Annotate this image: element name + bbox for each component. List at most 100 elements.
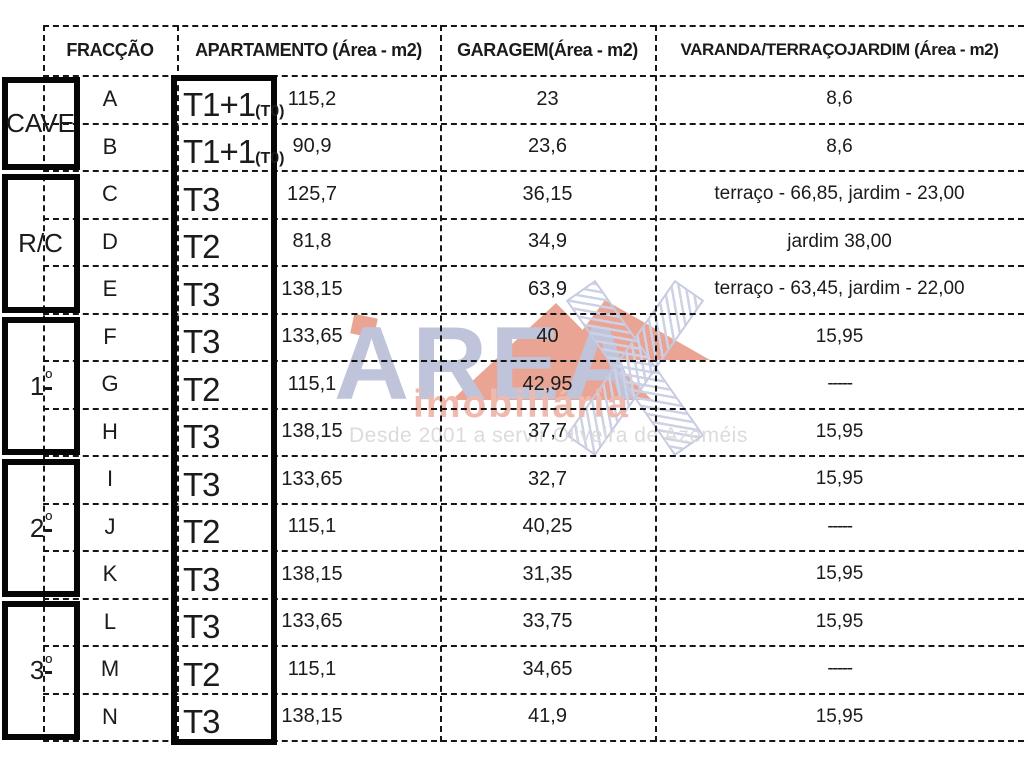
header-varanda: VARANDA/TERRAÇOJARDIM (Área - m2) [680,40,999,59]
fraction-cell: A [102,86,118,111]
floor-label-rc: R/C [18,228,63,258]
balcony-area-cell: ----- [827,658,853,679]
garage-area-cell: 34,65 [522,657,573,680]
floor-box-cave [2,77,80,170]
balcony-area-cell: terraço - 66,85, jardim - 23,00 [714,183,965,204]
fraction-cell: C [102,181,118,206]
floor-box-3 [2,601,80,740]
dashed-hline [43,455,1024,457]
dashed-hline [43,123,1024,125]
floor-box-1 [2,317,80,455]
watermark-tagline: Desde 2001 a servir Oliveira de Azeméis [349,424,748,447]
apartment-type: T3 [183,276,221,313]
fraction-cell: G [101,371,119,396]
floor-label-cave: CAVE [6,108,75,138]
balcony-area-cell: ----- [827,515,853,537]
apartment-area-cell: 133,65 [281,610,343,632]
apartment-area-cell: 81,8 [292,230,332,252]
dashed-vline [177,25,179,742]
fraction-cell: F [103,323,117,349]
garage-area-cell: 23 [536,87,559,110]
apartment-area-cell: 90,9 [292,135,332,157]
apartment-area-cell: 133,65 [281,467,343,490]
balcony-area-cell: terraço - 63,45, jardim - 22,00 [714,278,965,299]
garage-area-cell: 34,9 [528,230,567,252]
dashed-hline [43,550,1024,552]
apartment-type: T3 [183,608,221,645]
apartment-type: T3 [183,561,221,598]
balcony-area-cell: jardim 38,00 [787,230,892,252]
garage-area-cell: 23,6 [528,135,567,157]
apartment-type: T3 [183,418,221,455]
apartment-type: T1+1(T0) [183,133,285,170]
fraction-cell: J [104,513,116,539]
apartment-type: T2 [183,513,221,550]
fraction-cell: N [102,703,118,729]
dashed-hline [43,693,1024,695]
apartment-type: T2 [183,228,221,265]
fraction-cell: K [102,561,118,586]
apartment-type: T2 [183,656,221,693]
floor-box-rc [2,174,80,313]
header-apartamento: APARTAMENTO (Área - m2) [195,39,422,60]
balcony-area-cell: 8,6 [826,88,853,109]
watermark-subtitle: imobiliária [413,383,631,426]
dashed-hline [43,740,1024,742]
apartment-type: T3 [183,703,221,740]
apartment-area-cell: 138,15 [281,705,343,727]
balcony-area-cell: ----- [827,373,853,394]
balcony-area-cell: 15,95 [815,420,864,442]
garage-area-cell: 32,7 [528,467,567,490]
fraction-cell: M [100,656,120,681]
balcony-area-cell: 15,95 [815,705,864,727]
dashed-hline [43,75,1024,77]
apartment-area-cell: 115,2 [287,87,337,110]
dashed-hline [43,313,1024,315]
header-fraccao: FRACÇÃO [66,39,154,60]
fraction-cell: D [102,228,118,254]
dashed-hline [43,360,1024,362]
balcony-area-cell: 15,95 [815,325,864,347]
apartment-area-cell: 115,1 [287,657,337,680]
balcony-area-cell: 15,95 [815,610,864,632]
fraction-cell: E [102,276,118,301]
apartment-area-cell: 115,1 [287,515,337,537]
dashed-hline [43,503,1024,505]
dashed-hline [43,408,1024,410]
apartment-type: T3 [183,181,221,218]
apartment-area-cell: 115,1 [287,372,337,395]
apartment-area-cell: 125,7 [286,182,338,205]
garage-area-cell: 36,15 [522,182,573,205]
dashed-hline [43,170,1024,172]
dashed-hline [43,645,1024,647]
garage-area-cell: 41,9 [528,705,567,727]
fraction-cell: I [106,466,114,491]
dashed-hline [43,25,1024,27]
apartment-area-cell: 138,15 [281,277,343,300]
garage-area-cell: 37,7 [528,420,567,442]
apartment-type: T2 [183,371,221,408]
dashed-vline [43,25,45,742]
garage-area-cell: 31,35 [522,562,573,585]
fraction-cell: L [103,608,117,634]
apartment-type: T1+1(T0) [183,86,285,123]
garage-area-cell: 40 [536,325,559,347]
dashed-vline [655,25,657,742]
garage-area-cell: 40,25 [522,515,573,537]
garage-area-cell: 33,75 [522,610,573,632]
apartment-type-box [171,75,277,745]
fraction-cell: B [102,133,118,159]
floor-box-2 [2,459,80,597]
balcony-area-cell: 8,6 [826,135,853,157]
apartment-type: T3 [183,466,221,503]
dashed-hline [43,598,1024,600]
balcony-area-cell: 15,95 [815,468,864,489]
dashed-hline [43,265,1024,267]
apartment-area-cell: 138,15 [281,562,343,585]
dashed-hline [43,218,1024,220]
